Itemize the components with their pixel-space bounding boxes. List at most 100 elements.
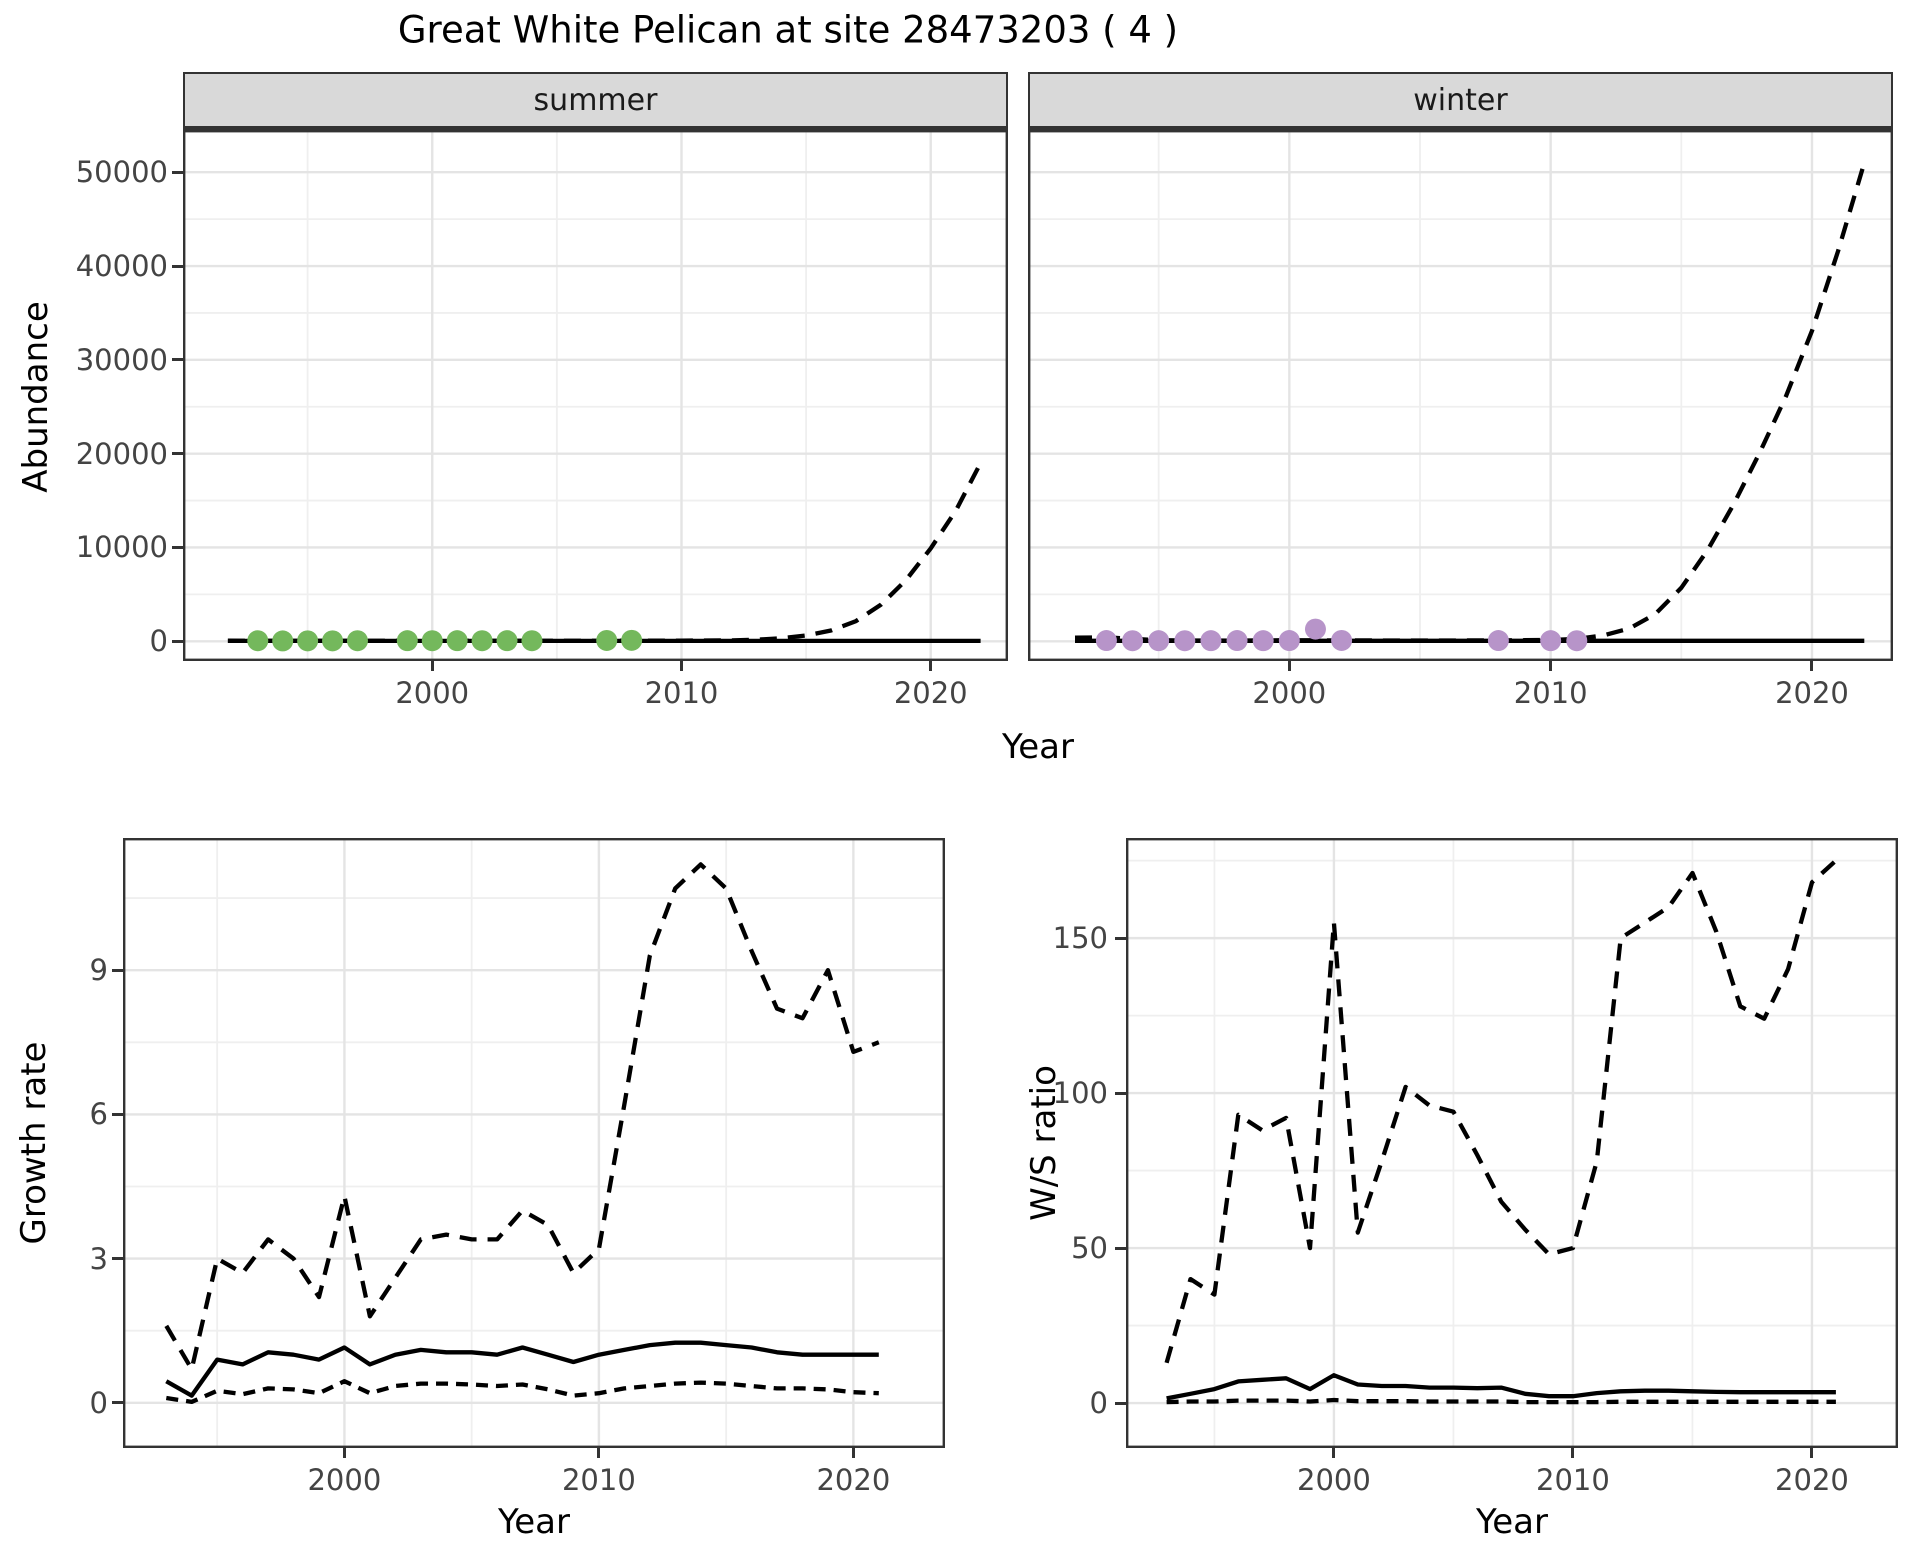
observed-point xyxy=(1540,630,1562,652)
y-tick-label: 100 xyxy=(1052,1076,1108,1111)
panel-border xyxy=(183,130,1008,661)
x-tick-mark xyxy=(929,661,933,671)
x-tick-mark xyxy=(1287,661,1291,671)
x-tick-label: 2010 xyxy=(644,676,719,710)
observed-point xyxy=(1252,630,1274,652)
observed-point xyxy=(1226,630,1248,652)
observed-point xyxy=(421,630,443,652)
x-tick-label: 2000 xyxy=(307,1463,382,1497)
y-tick-mark xyxy=(112,1112,123,1116)
observed-point xyxy=(1331,629,1353,651)
y-tick-mark xyxy=(172,264,183,268)
observed-point xyxy=(521,630,543,652)
y-tick-label: 150 xyxy=(1052,921,1108,956)
y-tick-mark xyxy=(172,170,183,174)
y-tick-mark xyxy=(1115,936,1126,940)
y-tick-label: 20000 xyxy=(75,436,168,471)
x-tick-label: 2020 xyxy=(893,676,968,710)
observed-point xyxy=(1566,630,1588,652)
ws-year-axis-title: Year xyxy=(1476,1502,1548,1542)
x-tick-mark xyxy=(1549,661,1553,671)
abundance-winter-panel xyxy=(1028,130,1893,661)
panel-border xyxy=(1028,130,1893,661)
series-line-projected xyxy=(227,462,983,643)
series-line-median xyxy=(1166,1373,1836,1401)
x-tick-mark xyxy=(342,1448,346,1458)
observed-point xyxy=(396,630,418,652)
growth-rate-panel xyxy=(123,838,945,1448)
y-tick-mark xyxy=(1115,1401,1126,1405)
y-tick-mark xyxy=(1115,1246,1126,1250)
observed-point xyxy=(1304,618,1326,640)
observed-point xyxy=(596,629,618,651)
x-tick-label: 2000 xyxy=(395,676,470,710)
observed-point xyxy=(346,630,368,652)
observed-point xyxy=(322,630,344,652)
y-tick-label: 50000 xyxy=(75,155,168,190)
x-tick-label: 2000 xyxy=(1297,1463,1371,1497)
x-tick-label: 2000 xyxy=(1252,676,1327,710)
observed-point xyxy=(297,630,319,652)
observed-point xyxy=(1487,630,1509,652)
observed-point xyxy=(496,630,518,652)
observed-point xyxy=(1174,630,1196,652)
series-line-projected xyxy=(1074,162,1867,643)
observed-point xyxy=(1095,630,1117,652)
x-tick-mark xyxy=(1810,1448,1814,1458)
abundance-summer-plot xyxy=(183,130,1008,661)
x-tick-label: 2020 xyxy=(1775,676,1849,710)
series-line-lower xyxy=(1166,1397,1836,1405)
series-line-lower xyxy=(165,1379,879,1405)
y-tick-mark xyxy=(172,545,183,549)
facet-strip-winter-label: winter xyxy=(1413,82,1508,118)
y-tick-label: 0 xyxy=(89,1385,108,1420)
observed-point xyxy=(1278,630,1300,652)
series-line-upper xyxy=(1164,859,1838,1364)
facet-strip-summer: summer xyxy=(183,72,1008,130)
observed-point xyxy=(1200,630,1222,652)
abundance-winter-plot xyxy=(1028,130,1893,661)
series-line-median xyxy=(165,1340,879,1398)
x-tick-mark xyxy=(679,661,683,671)
y-tick-label: 40000 xyxy=(75,249,168,284)
x-tick-mark xyxy=(1332,1448,1336,1458)
facet-strip-summer-label: summer xyxy=(533,82,658,118)
y-tick-mark xyxy=(172,639,183,643)
x-tick-mark xyxy=(1810,661,1814,671)
series-line-upper xyxy=(164,862,880,1372)
facet-strip-winter: winter xyxy=(1028,72,1893,130)
y-tick-label: 9 xyxy=(89,953,108,988)
y-tick-label: 10000 xyxy=(75,530,168,565)
observed-point xyxy=(272,630,294,652)
observed-point xyxy=(247,630,269,652)
y-tick-mark xyxy=(172,358,183,362)
top-year-axis-title: Year xyxy=(1002,727,1074,767)
x-tick-mark xyxy=(597,1448,601,1458)
x-tick-label: 2010 xyxy=(1513,676,1588,710)
x-tick-label: 2020 xyxy=(1775,1463,1849,1497)
x-tick-mark xyxy=(851,1448,855,1458)
y-tick-label: 0 xyxy=(149,624,168,659)
y-tick-mark xyxy=(112,968,123,972)
y-tick-label: 50 xyxy=(1071,1231,1108,1266)
y-tick-label: 0 xyxy=(1089,1386,1108,1421)
y-tick-label: 3 xyxy=(89,1241,108,1276)
observed-point xyxy=(471,630,493,652)
observed-point xyxy=(621,629,643,651)
growth-rate-plot xyxy=(123,838,945,1448)
x-tick-label: 2010 xyxy=(561,1463,636,1497)
x-tick-label: 2010 xyxy=(1536,1463,1610,1497)
y-tick-mark xyxy=(1115,1091,1126,1095)
panel-border xyxy=(1126,838,1898,1448)
y-tick-mark xyxy=(112,1257,123,1261)
observed-point xyxy=(1122,630,1144,652)
ws-ratio-plot xyxy=(1126,838,1898,1448)
abundance-summer-panel xyxy=(183,130,1008,661)
ws-ratio-panel xyxy=(1126,838,1898,1448)
y-tick-mark xyxy=(112,1401,123,1405)
y-tick-label: 6 xyxy=(89,1097,108,1132)
x-tick-mark xyxy=(1571,1448,1575,1458)
y-tick-mark xyxy=(172,452,183,456)
x-tick-mark xyxy=(430,661,434,671)
